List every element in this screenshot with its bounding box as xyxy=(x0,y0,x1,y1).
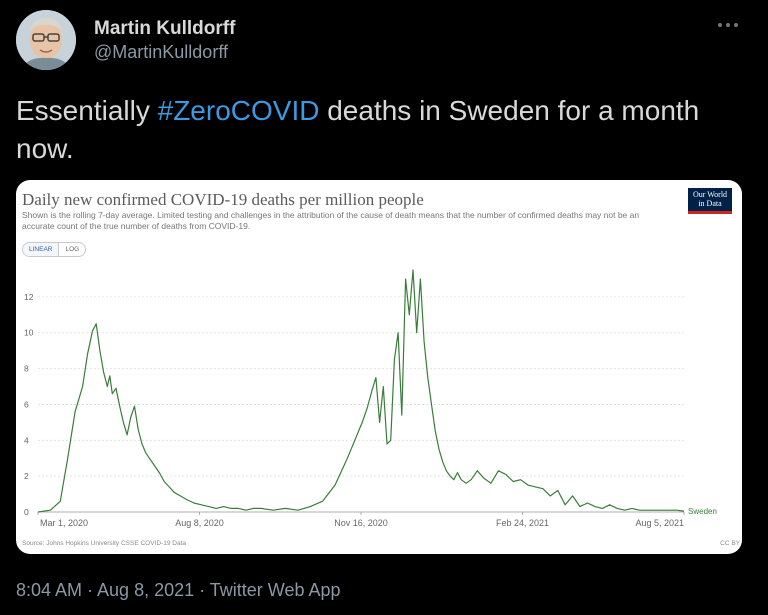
user-handle[interactable]: @MartinKulldorff xyxy=(94,42,228,62)
x-tick-label: Nov 16, 2020 xyxy=(334,518,388,528)
log-toggle[interactable]: LOG xyxy=(65,246,80,253)
x-tick-label: Mar 1, 2020 xyxy=(40,518,88,528)
hashtag-link[interactable]: #ZeroCOVID xyxy=(157,95,320,126)
avatar[interactable] xyxy=(16,10,76,70)
scale-toggle: LINEAR LOG xyxy=(22,242,87,257)
y-tick-label: 12 xyxy=(24,292,34,302)
owid-logo-line1: Our World xyxy=(692,190,728,199)
owid-logo: Our World in Data xyxy=(688,188,732,214)
chart-title: Daily new confirmed COVID-19 deaths per … xyxy=(22,190,424,209)
tweet-text-part: deaths in Sweden for a month now. xyxy=(16,95,700,164)
y-tick-label: 2 xyxy=(24,471,29,481)
x-tick-label: Feb 24, 2021 xyxy=(496,518,549,528)
tweet-text-part: Essentially xyxy=(16,95,158,126)
y-tick-label: 4 xyxy=(24,435,29,445)
chart-subtitle: Shown is the rolling 7-day average. Limi… xyxy=(22,210,640,231)
tweet-timestamp[interactable]: 8:04 AM · Aug 8, 2021 · Twitter Web App xyxy=(16,580,341,600)
series-line-sweden xyxy=(37,269,685,513)
owid-logo-line2: in Data xyxy=(698,199,722,208)
x-tick-label: Aug 5, 2021 xyxy=(635,518,684,528)
y-tick-label: 0 xyxy=(24,507,29,517)
display-name[interactable]: Martin Kulldorff xyxy=(94,18,236,39)
chart-image[interactable]: Daily new confirmed COVID-19 deaths per … xyxy=(16,180,742,554)
chart-source: Source: Johns Hopkins University CSSE CO… xyxy=(22,540,187,547)
x-tick-label: Aug 8, 2020 xyxy=(175,518,224,528)
y-tick-label: 10 xyxy=(24,328,34,338)
y-tick-label: 8 xyxy=(24,364,29,374)
avatar-image xyxy=(16,10,76,70)
series-label: Sweden xyxy=(688,507,717,516)
more-dots-icon[interactable] xyxy=(714,14,742,36)
chart-plot: 0 2 4 6 8 10 12 Mar 1, 2020 Aug 8, 2020 Nov 16, 2… xyxy=(24,269,717,528)
y-tick-label: 6 xyxy=(24,399,29,409)
linear-toggle[interactable]: LINEAR xyxy=(23,243,60,256)
chart-license: CC BY xyxy=(720,540,740,547)
tweet-text: Essentially #ZeroCOVID deaths in Sweden … xyxy=(16,92,746,168)
